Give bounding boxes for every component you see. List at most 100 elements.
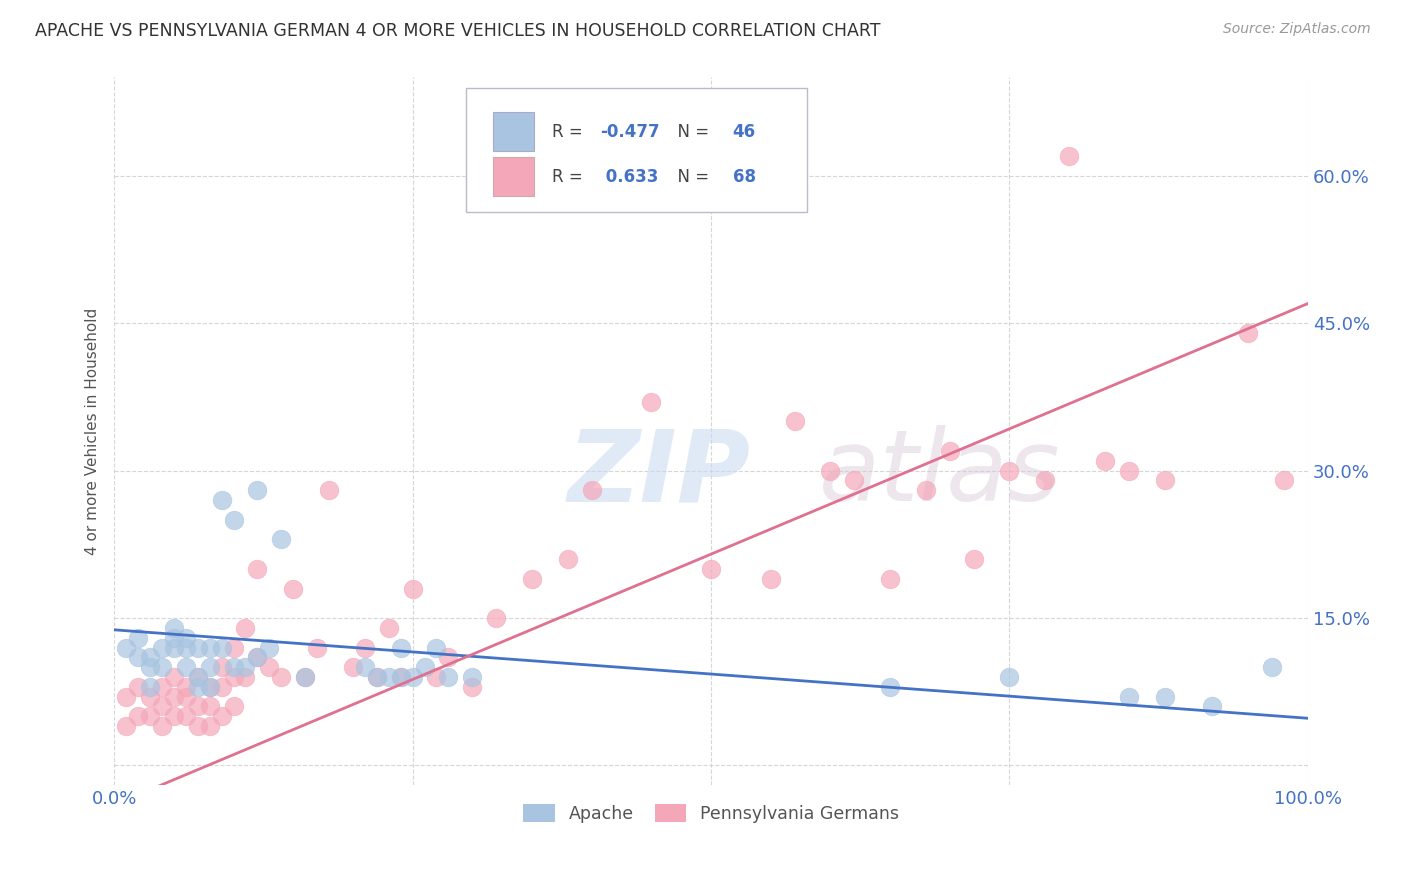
Point — [211, 680, 233, 694]
Text: R =: R = — [553, 168, 593, 186]
Point — [163, 621, 186, 635]
Point — [198, 640, 221, 655]
Point — [127, 709, 149, 723]
Point — [461, 680, 484, 694]
Point — [354, 660, 377, 674]
Point — [139, 690, 162, 704]
Point — [461, 670, 484, 684]
Point — [437, 670, 460, 684]
Point — [211, 709, 233, 723]
Point — [1261, 660, 1284, 674]
Point — [150, 699, 173, 714]
Point — [1272, 474, 1295, 488]
Point — [246, 650, 269, 665]
Point — [998, 670, 1021, 684]
Point — [1118, 464, 1140, 478]
Point — [198, 680, 221, 694]
Point — [211, 493, 233, 508]
Point — [139, 680, 162, 694]
Point — [222, 660, 245, 674]
Point — [127, 680, 149, 694]
Point — [1201, 699, 1223, 714]
Point — [211, 660, 233, 674]
Point — [557, 552, 579, 566]
Point — [844, 474, 866, 488]
Point — [342, 660, 364, 674]
Point — [115, 690, 138, 704]
Point — [389, 640, 412, 655]
Point — [915, 483, 938, 498]
Text: 46: 46 — [733, 123, 755, 141]
Point — [259, 660, 281, 674]
Point — [759, 572, 782, 586]
Point — [187, 680, 209, 694]
Point — [963, 552, 986, 566]
Y-axis label: 4 or more Vehicles in Household: 4 or more Vehicles in Household — [86, 308, 100, 555]
Point — [389, 670, 412, 684]
Point — [1237, 326, 1260, 340]
Point — [1118, 690, 1140, 704]
FancyBboxPatch shape — [467, 88, 807, 212]
Point — [366, 670, 388, 684]
Text: APACHE VS PENNSYLVANIA GERMAN 4 OR MORE VEHICLES IN HOUSEHOLD CORRELATION CHART: APACHE VS PENNSYLVANIA GERMAN 4 OR MORE … — [35, 22, 880, 40]
Point — [163, 640, 186, 655]
Point — [581, 483, 603, 498]
Text: 0.633: 0.633 — [600, 168, 658, 186]
Point — [1057, 149, 1080, 163]
Text: R =: R = — [553, 123, 588, 141]
FancyBboxPatch shape — [492, 157, 534, 196]
Point — [174, 631, 197, 645]
Point — [163, 631, 186, 645]
Point — [437, 650, 460, 665]
Point — [270, 533, 292, 547]
Point — [354, 640, 377, 655]
Point — [222, 640, 245, 655]
Text: ZIP: ZIP — [568, 425, 751, 522]
Point — [235, 670, 257, 684]
Point — [163, 670, 186, 684]
Point — [700, 562, 723, 576]
Point — [174, 709, 197, 723]
Point — [222, 699, 245, 714]
Point — [318, 483, 340, 498]
Point — [198, 680, 221, 694]
Point — [283, 582, 305, 596]
Point — [163, 690, 186, 704]
Point — [820, 464, 842, 478]
FancyBboxPatch shape — [492, 112, 534, 152]
Point — [1094, 454, 1116, 468]
Point — [246, 483, 269, 498]
Point — [139, 660, 162, 674]
Point — [401, 582, 423, 596]
Point — [211, 640, 233, 655]
Point — [425, 640, 447, 655]
Point — [187, 670, 209, 684]
Point — [198, 699, 221, 714]
Point — [640, 394, 662, 409]
Point — [235, 621, 257, 635]
Point — [389, 670, 412, 684]
Text: 68: 68 — [733, 168, 755, 186]
Point — [174, 690, 197, 704]
Text: N =: N = — [666, 168, 714, 186]
Legend: Apache, Pennsylvania Germans: Apache, Pennsylvania Germans — [516, 797, 905, 830]
Point — [879, 572, 901, 586]
Point — [115, 719, 138, 733]
Point — [187, 670, 209, 684]
Point — [150, 640, 173, 655]
Point — [377, 670, 399, 684]
Point — [198, 660, 221, 674]
Point — [879, 680, 901, 694]
Point — [998, 464, 1021, 478]
Text: N =: N = — [666, 123, 714, 141]
Point — [187, 719, 209, 733]
Point — [150, 719, 173, 733]
Point — [366, 670, 388, 684]
Point — [150, 660, 173, 674]
Point — [187, 699, 209, 714]
Text: atlas: atlas — [818, 425, 1060, 522]
Point — [520, 572, 543, 586]
Point — [163, 709, 186, 723]
Point — [127, 650, 149, 665]
Point — [939, 444, 962, 458]
